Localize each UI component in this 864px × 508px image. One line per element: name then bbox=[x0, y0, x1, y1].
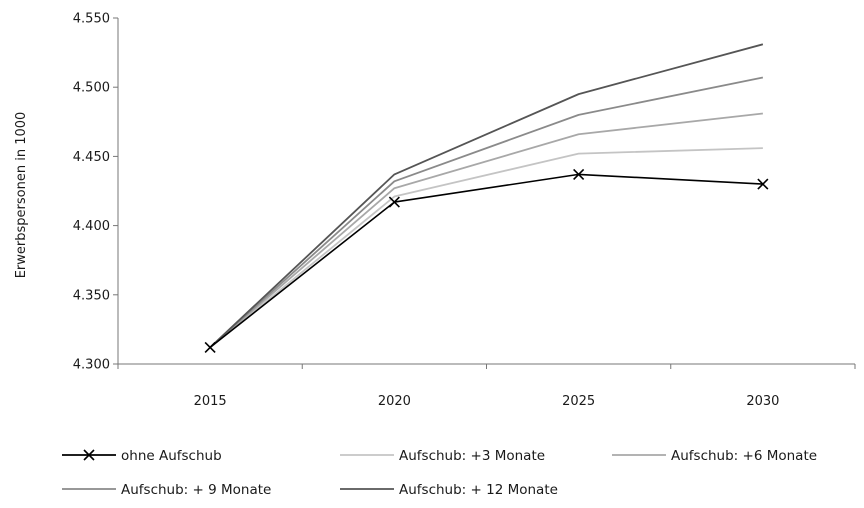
series-layer bbox=[204, 43, 769, 353]
series-line bbox=[209, 112, 763, 349]
x-tick-label: 2030 bbox=[746, 394, 779, 409]
y-tick-label: 4.400 bbox=[73, 219, 110, 234]
legend-item: Aufschub: +3 Monate bbox=[340, 448, 545, 464]
legend-item: Aufschub: + 9 Monate bbox=[62, 482, 271, 498]
y-tick-label: 4.500 bbox=[73, 81, 110, 96]
series-line bbox=[209, 76, 764, 349]
series-line bbox=[209, 43, 764, 349]
legend-label: Aufschub: +3 Monate bbox=[399, 448, 545, 464]
legend-label: ohne Aufschub bbox=[121, 448, 222, 464]
data-point-marker bbox=[388, 196, 400, 208]
legend-item: ohne Aufschub bbox=[62, 448, 222, 464]
data-point-marker bbox=[204, 341, 216, 353]
data-point-marker bbox=[573, 168, 585, 180]
y-tick-label: 4.550 bbox=[73, 12, 110, 27]
legend: ohne Aufschub Aufschub: +3 Monate Aufschub… bbox=[62, 448, 817, 498]
series-line bbox=[209, 147, 763, 349]
legend-item: Aufschub: +6 Monate bbox=[612, 448, 817, 464]
y-axis-title: Erwerbspersonen in 1000 bbox=[14, 112, 29, 279]
x-tick-label: 2015 bbox=[194, 394, 227, 409]
series-line bbox=[209, 173, 763, 349]
data-point-marker bbox=[757, 178, 769, 190]
x-tick-label: 2020 bbox=[378, 394, 411, 409]
legend-marker bbox=[83, 449, 95, 461]
legend-label: Aufschub: + 9 Monate bbox=[121, 482, 271, 498]
y-tick-label: 4.450 bbox=[73, 150, 110, 165]
legend-item: Aufschub: + 12 Monate bbox=[340, 482, 558, 498]
y-tick-label: 4.350 bbox=[73, 288, 110, 303]
y-tick-label: 4.300 bbox=[73, 358, 110, 373]
plot-area: 4.300 4.350 4.400 4.450 4.500 4.550 2015 2020 20… bbox=[73, 12, 856, 409]
legend-label: Aufschub: +6 Monate bbox=[671, 448, 817, 464]
legend-label: Aufschub: + 12 Monate bbox=[399, 482, 558, 498]
x-tick-label: 2025 bbox=[562, 394, 595, 409]
